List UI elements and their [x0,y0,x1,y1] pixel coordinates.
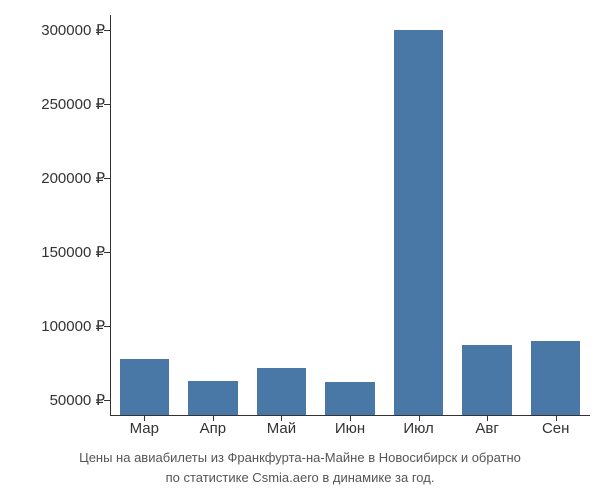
y-tick [104,400,110,401]
y-axis-line [110,15,111,415]
bar [531,341,580,415]
x-tick-label: Апр [200,420,226,437]
y-tick [104,104,110,105]
bar [325,382,374,415]
x-tick-label: Авг [475,420,498,437]
x-tick-label: Июн [335,420,365,437]
y-tick-label: 50000 ₽ [50,391,105,409]
price-chart: 50000 ₽ 100000 ₽ 150000 ₽ 200000 ₽ 250000 ₽ 3… [0,0,600,500]
y-tick-label: 100000 ₽ [41,317,105,335]
chart-caption: Цены на авиабилеты из Франкфурта-на-Майн… [0,448,600,487]
y-tick-label: 200000 ₽ [41,169,105,187]
bar [462,345,511,415]
x-tick [144,415,145,421]
x-tick-label: Май [267,420,296,437]
x-tick [556,415,557,421]
bar [394,30,443,415]
x-tick-label: Сен [542,420,569,437]
x-tick-label: Мар [130,420,159,437]
y-tick [104,326,110,327]
bar [120,359,169,415]
y-tick-label: 250000 ₽ [41,95,105,113]
y-tick [104,252,110,253]
x-tick [213,415,214,421]
caption-line-2: по статистике Csmia.aero в динамике за г… [166,470,435,485]
x-tick [487,415,488,421]
y-tick-label: 300000 ₽ [41,21,105,39]
x-tick-label: Июл [403,420,433,437]
y-tick [104,30,110,31]
x-tick [281,415,282,421]
y-tick-label: 150000 ₽ [41,243,105,261]
bar [257,368,306,415]
y-tick [104,178,110,179]
caption-line-1: Цены на авиабилеты из Франкфурта-на-Майн… [79,450,521,465]
x-tick [419,415,420,421]
x-tick [350,415,351,421]
bar [188,381,237,415]
